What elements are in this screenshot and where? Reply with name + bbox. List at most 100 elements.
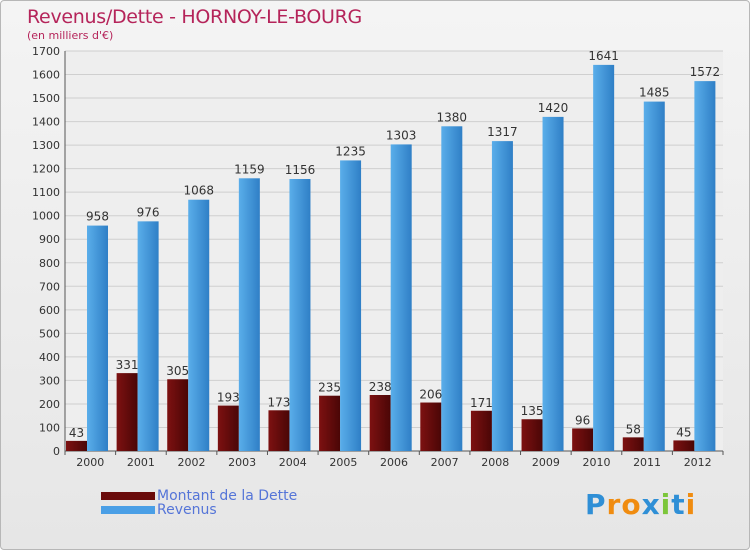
x-tick-label: 2012 <box>684 456 712 469</box>
bar-revenue <box>390 144 412 452</box>
data-label-debt: 331 <box>116 358 139 372</box>
y-tick-label: 1500 <box>32 92 60 105</box>
logo-letter: i <box>660 488 672 521</box>
data-label-revenue: 1572 <box>690 65 721 79</box>
proxiti-logo: Proxiti <box>585 488 696 521</box>
bar-revenue <box>188 199 210 451</box>
data-label-revenue: 1317 <box>487 125 518 139</box>
legend-swatch-revenue <box>101 506 155 514</box>
data-label-debt: 206 <box>419 388 442 402</box>
bar-debt <box>420 402 442 451</box>
logo-letter: x <box>641 488 661 521</box>
data-label-debt: 305 <box>166 364 189 378</box>
y-tick-label: 1100 <box>32 186 60 199</box>
y-tick-label: 800 <box>39 257 60 270</box>
data-label-debt: 96 <box>575 413 590 427</box>
chart-title: Revenus/Dette - HORNOY-LE-BOURG <box>27 6 362 28</box>
y-tick-label: 0 <box>53 445 60 458</box>
x-tick-label: 2009 <box>532 456 560 469</box>
bar-debt <box>268 410 290 451</box>
logo-letter: o <box>621 488 642 521</box>
data-label-revenue: 1156 <box>285 163 316 177</box>
y-tick-label: 500 <box>39 327 60 340</box>
x-tick-label: 2001 <box>127 456 155 469</box>
y-tick-label: 1300 <box>32 139 60 152</box>
data-label-revenue: 1068 <box>183 184 214 198</box>
data-label-debt: 45 <box>676 425 691 439</box>
x-tick-label: 2005 <box>329 456 357 469</box>
data-label-revenue: 1235 <box>335 144 366 158</box>
data-label-revenue: 1380 <box>437 110 468 124</box>
y-tick-label: 1000 <box>32 210 60 223</box>
x-tick-label: 2010 <box>582 456 610 469</box>
x-tick-label: 2002 <box>178 456 206 469</box>
data-label-revenue: 1420 <box>538 101 569 115</box>
y-tick-label: 1600 <box>32 69 60 82</box>
x-tick-label: 2003 <box>228 456 256 469</box>
y-tick-label: 100 <box>39 421 60 434</box>
y-tick-label: 700 <box>39 280 60 293</box>
data-label-revenue: 1641 <box>588 49 619 63</box>
bar-revenue <box>643 101 665 452</box>
data-label-debt: 135 <box>521 404 544 418</box>
bar-revenue <box>137 221 159 451</box>
bar-debt <box>217 405 239 451</box>
y-tick-label: 1400 <box>32 116 60 129</box>
logo-letter: t <box>671 488 686 521</box>
legend-item-debt: Montant de la Dette <box>101 488 297 504</box>
bar-debt <box>622 437 644 451</box>
data-label-revenue: 1485 <box>639 86 670 100</box>
bar-debt <box>66 440 87 451</box>
x-tick-label: 2000 <box>76 456 104 469</box>
logo-letter: P <box>585 488 607 521</box>
y-tick-label: 600 <box>39 304 60 317</box>
data-label-revenue: 1303 <box>386 128 417 142</box>
bar-debt <box>470 410 492 451</box>
bar-debt <box>319 395 341 451</box>
data-label-revenue: 1159 <box>234 162 265 176</box>
x-tick-label: 2008 <box>481 456 509 469</box>
y-tick-label: 400 <box>39 351 60 364</box>
bar-revenue <box>340 160 362 452</box>
data-label-debt: 171 <box>470 396 493 410</box>
chart-subtitle: (en milliers d'€) <box>27 29 114 42</box>
y-tick-label: 200 <box>39 398 60 411</box>
bar-debt <box>673 440 695 451</box>
bar-revenue <box>491 141 513 451</box>
data-label-revenue: 958 <box>86 210 109 224</box>
data-label-debt: 193 <box>217 391 240 405</box>
x-tick-label: 2007 <box>431 456 459 469</box>
bar-revenue <box>289 179 311 451</box>
legend-label-revenue: Revenus <box>157 502 217 518</box>
bar-debt <box>167 379 189 451</box>
bar-debt <box>369 395 391 451</box>
logo-letter: r <box>606 488 622 521</box>
logo-letter: i <box>685 488 697 521</box>
legend-swatch-debt <box>101 492 155 500</box>
bar-revenue <box>593 64 615 451</box>
y-tick-label: 900 <box>39 233 60 246</box>
x-tick-label: 2004 <box>279 456 307 469</box>
bar-debt <box>116 373 138 451</box>
data-label-debt: 235 <box>318 381 341 395</box>
bar-revenue <box>694 81 716 451</box>
bar-revenue <box>441 126 463 451</box>
data-label-debt: 43 <box>69 426 84 440</box>
bar-revenue <box>238 178 260 451</box>
bar-debt <box>572 428 594 451</box>
legend-label-debt: Montant de la Dette <box>157 488 298 504</box>
y-tick-label: 300 <box>39 374 60 387</box>
y-tick-label: 1700 <box>32 45 60 58</box>
bar-revenue <box>542 116 564 451</box>
data-label-debt: 58 <box>626 422 641 436</box>
bar-debt <box>521 419 543 451</box>
legend-item-revenue: Revenus <box>101 502 217 518</box>
bar-revenue <box>87 225 108 451</box>
data-label-debt: 173 <box>268 395 291 409</box>
x-tick-label: 2006 <box>380 456 408 469</box>
data-label-revenue: 976 <box>137 205 160 219</box>
x-tick-label: 2011 <box>633 456 661 469</box>
data-label-debt: 238 <box>369 380 392 394</box>
